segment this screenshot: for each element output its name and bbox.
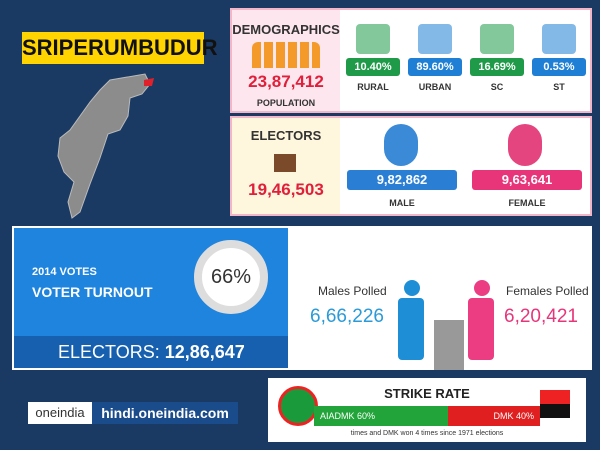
- demo-label: ST: [553, 82, 565, 92]
- aiadmk-segment: AIADMK 60%: [314, 406, 449, 426]
- population-label: POPULATION: [256, 98, 316, 108]
- demo-label: URBAN: [418, 82, 452, 92]
- demographics-panel: DEMOGRAPHICS 23,87,412 POPULATION 10.40%…: [230, 8, 592, 113]
- female-label: FEMALE: [508, 198, 546, 208]
- electors-label: ELECTORS:: [58, 342, 160, 362]
- electors-title: ELECTORS: [250, 128, 322, 143]
- site: hindi.oneindia.com: [92, 402, 238, 424]
- dmk-segment: DMK 40%: [448, 406, 540, 426]
- females-polled-value: 6,20,421: [504, 306, 578, 327]
- strike-bar: AIADMK 60% DMK 40%: [314, 406, 540, 426]
- polled-panel: Males Polled 6,66,226 Females Polled 6,2…: [290, 226, 592, 370]
- demo-value: 16.69%: [470, 58, 524, 76]
- electors-total: 19,46,503: [248, 180, 324, 199]
- demo-value: 89.60%: [408, 58, 462, 76]
- constituency-title: SRIPERUMBUDUR: [22, 32, 218, 64]
- male-label: MALE: [389, 198, 415, 208]
- electors-panel: ELECTORS 19,46,503 9,82,862 MALE 9,63,64…: [230, 116, 592, 216]
- electors-value: 12,86,647: [164, 342, 245, 362]
- demo-icon: [542, 24, 576, 54]
- demo-icon: [418, 24, 452, 54]
- demo-value: 0.53%: [532, 58, 586, 76]
- votes-title: VOTER TURNOUT: [32, 284, 153, 300]
- strike-title: STRIKE RATE: [384, 386, 470, 401]
- demo-icon: [356, 24, 390, 54]
- logo: oneindia: [28, 402, 92, 424]
- male-value: 9,82,862: [347, 170, 457, 190]
- demo-value: 10.40%: [346, 58, 400, 76]
- votes-year: 2014 VOTES: [32, 266, 97, 278]
- strike-rate-panel: STRIKE RATE AIADMK 60% DMK 40% times and…: [268, 378, 586, 442]
- female-value: 9,63,641: [472, 170, 582, 190]
- females-polled-label: Females Polled: [506, 284, 589, 298]
- turnout-panel: 2014 VOTES VOTER TURNOUT 66% ELECTORS: 1…: [12, 226, 290, 370]
- males-polled-label: Males Polled: [318, 284, 387, 298]
- males-polled-value: 6,66,226: [310, 306, 384, 327]
- map: [57, 73, 154, 219]
- demographics-title: DEMOGRAPHICS: [232, 22, 340, 37]
- population-value: 23,87,412: [248, 72, 324, 91]
- demo-label: SC: [490, 82, 504, 92]
- turnout-ring: 66%: [194, 240, 268, 314]
- demo-label: RURAL: [357, 82, 389, 92]
- strike-footnote: times and DMK won 4 times since 1971 ele…: [350, 430, 504, 437]
- demo-icon: [480, 24, 514, 54]
- electors-line: ELECTORS: 12,86,647: [58, 342, 245, 363]
